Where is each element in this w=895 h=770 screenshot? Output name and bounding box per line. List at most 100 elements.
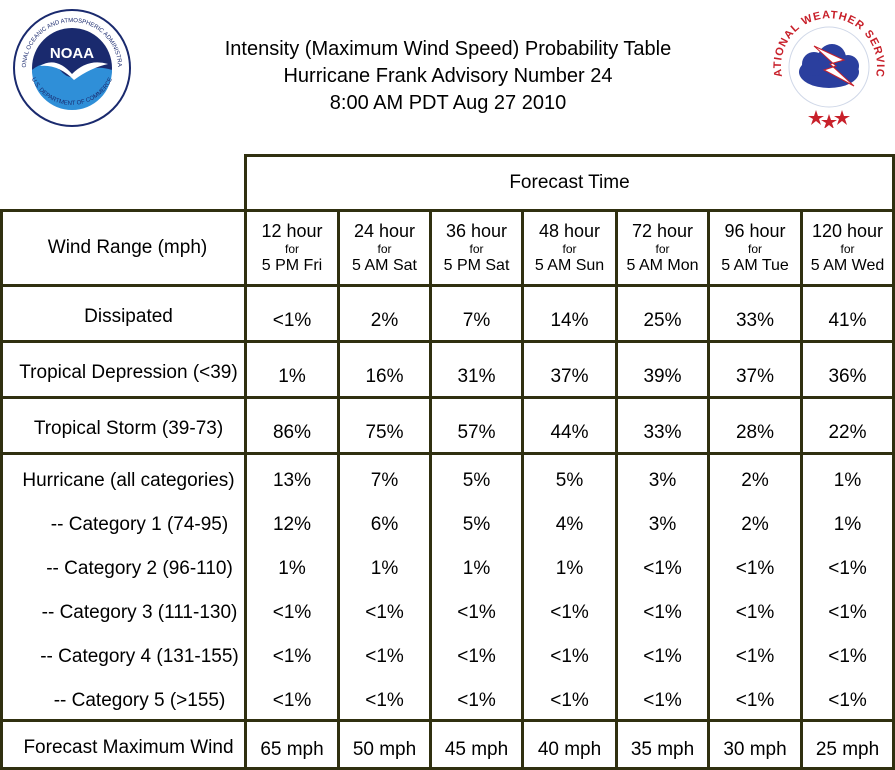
- table-cell: 25%: [615, 284, 710, 343]
- table-cell: <1%: [429, 587, 524, 631]
- table-cell: <1%: [244, 284, 340, 343]
- table-cell: 30 mph: [707, 719, 803, 770]
- row-label: Dissipated: [0, 284, 246, 343]
- table-cell: 35 mph: [615, 719, 710, 770]
- table-row: Tropical Depression (<39) 1% 16% 31% 37%…: [0, 340, 895, 399]
- column-header: 96 hour for 5 AM Tue: [707, 210, 803, 286]
- nws-logo: NATIONAL WEATHER SERVICE: [768, 6, 887, 128]
- table-cell: 4%: [521, 499, 618, 543]
- table-cell: 44%: [521, 396, 618, 455]
- table-cell: 5%: [521, 452, 618, 499]
- row-label: -- Category 2 (96-110): [0, 543, 246, 587]
- column-header: 36 hour for 5 PM Sat: [429, 210, 524, 286]
- row-label: -- Category 1 (74-95): [0, 499, 246, 543]
- table-cell: 36%: [800, 340, 895, 399]
- table-cell: <1%: [521, 675, 618, 722]
- table-cell: 37%: [521, 340, 618, 399]
- table-cell: 2%: [707, 452, 803, 499]
- table-cell: <1%: [337, 675, 432, 722]
- table-cell: 75%: [337, 396, 432, 455]
- table-cell: 1%: [337, 543, 432, 587]
- table-cell: 16%: [337, 340, 432, 399]
- table-row: Dissipated <1% 2% 7% 14% 25% 33% 41%: [0, 284, 895, 343]
- table-row: -- Category 4 (131-155) <1% <1% <1% <1% …: [0, 631, 895, 675]
- table-cell: 1%: [429, 543, 524, 587]
- table-cell: <1%: [337, 587, 432, 631]
- table-cell: <1%: [337, 631, 432, 675]
- column-header: 72 hour for 5 AM Mon: [615, 210, 710, 286]
- table-cell: <1%: [615, 631, 710, 675]
- title-line: 8:00 AM PDT Aug 27 2010: [329, 92, 567, 114]
- table-cell: 31%: [429, 340, 524, 399]
- table-cell: 39%: [615, 340, 710, 399]
- table-cell: 41%: [800, 284, 895, 343]
- forecast-time-row: Forecast Time: [2, 154, 895, 212]
- page-title: Intensity (Maximum Wind Speed) Probabili…: [150, 36, 746, 117]
- table-cell: 2%: [337, 284, 432, 343]
- table-cell: <1%: [707, 675, 803, 722]
- table-cell: <1%: [521, 587, 618, 631]
- row-label: Hurricane (all categories): [0, 452, 246, 499]
- table-cell: <1%: [800, 587, 895, 631]
- table-cell: <1%: [244, 587, 340, 631]
- table-cell: 37%: [707, 340, 803, 399]
- table-cell: <1%: [429, 675, 524, 722]
- table-cell: 3%: [615, 499, 710, 543]
- column-header: 12 hour for 5 PM Fri: [244, 210, 340, 286]
- wind-range-header: Wind Range (mph): [0, 209, 247, 287]
- row-label: Tropical Storm (39-73): [0, 396, 246, 455]
- table-cell: <1%: [707, 587, 803, 631]
- noaa-logo-label: NOAA: [50, 45, 94, 62]
- table-cell: 33%: [707, 284, 803, 343]
- table-cell: 7%: [337, 452, 432, 499]
- table-row: -- Category 5 (>155) <1% <1% <1% <1% <1%…: [0, 675, 895, 722]
- table-cell: 86%: [244, 396, 340, 455]
- table-cell: 5%: [429, 499, 524, 543]
- row-label: Forecast Maximum Wind: [0, 719, 246, 770]
- table-cell: 6%: [337, 499, 432, 543]
- column-header: 120 hour for 5 AM Wed: [800, 210, 895, 286]
- table-cell: <1%: [615, 543, 710, 587]
- row-label: -- Category 4 (131-155): [0, 631, 246, 675]
- table-cell: <1%: [244, 631, 340, 675]
- table-cell: 50 mph: [337, 719, 432, 770]
- table-cell: 12%: [244, 499, 340, 543]
- table-cell: 13%: [244, 452, 340, 499]
- table-cell: 28%: [707, 396, 803, 455]
- row-label: -- Category 3 (111-130): [0, 587, 246, 631]
- table-cell: <1%: [707, 543, 803, 587]
- table-cell: <1%: [707, 631, 803, 675]
- column-header-row: Wind Range (mph) 12 hour for 5 PM Fri 24 h…: [0, 209, 895, 287]
- forecast-time-header: Forecast Time: [244, 154, 895, 212]
- table-row: Forecast Maximum Wind 65 mph 50 mph 45 m…: [0, 719, 895, 770]
- table-cell: 1%: [244, 340, 340, 399]
- table-cell: 57%: [429, 396, 524, 455]
- table-cell: 33%: [615, 396, 710, 455]
- table-cell: <1%: [521, 631, 618, 675]
- table-cell: 45 mph: [429, 719, 524, 770]
- table-row: Tropical Storm (39-73) 86% 75% 57% 44% 3…: [0, 396, 895, 455]
- table-cell: 25 mph: [800, 719, 895, 770]
- table-cell: <1%: [429, 631, 524, 675]
- table-cell: 65 mph: [244, 719, 340, 770]
- table-cell: <1%: [615, 587, 710, 631]
- title-line: Hurricane Frank Advisory Number 24: [283, 65, 613, 87]
- table-cell: 7%: [429, 284, 524, 343]
- title-line: Intensity (Maximum Wind Speed) Probabili…: [224, 38, 672, 60]
- table-row: -- Category 2 (96-110) 1% 1% 1% 1% <1% <…: [0, 543, 895, 587]
- table-cell: 1%: [244, 543, 340, 587]
- table-cell: <1%: [800, 631, 895, 675]
- column-header: 24 hour for 5 AM Sat: [337, 210, 432, 286]
- row-label: -- Category 5 (>155): [0, 675, 246, 722]
- table-cell: <1%: [615, 675, 710, 722]
- column-header: 48 hour for 5 AM Sun: [521, 210, 618, 286]
- noaa-logo: NOAA NATIONAL OCEANIC AND ATMOSPHERIC AD…: [12, 8, 131, 127]
- table-cell: 1%: [800, 452, 895, 499]
- table-cell: 2%: [707, 499, 803, 543]
- table-row: -- Category 1 (74-95) 12% 6% 5% 4% 3% 2%…: [0, 499, 895, 543]
- table-cell: 1%: [521, 543, 618, 587]
- table-cell: 5%: [429, 452, 524, 499]
- table-cell: <1%: [244, 675, 340, 722]
- table-cell: 3%: [615, 452, 710, 499]
- probability-table: Forecast Time Wind Range (mph) 12 hour fo…: [0, 154, 895, 770]
